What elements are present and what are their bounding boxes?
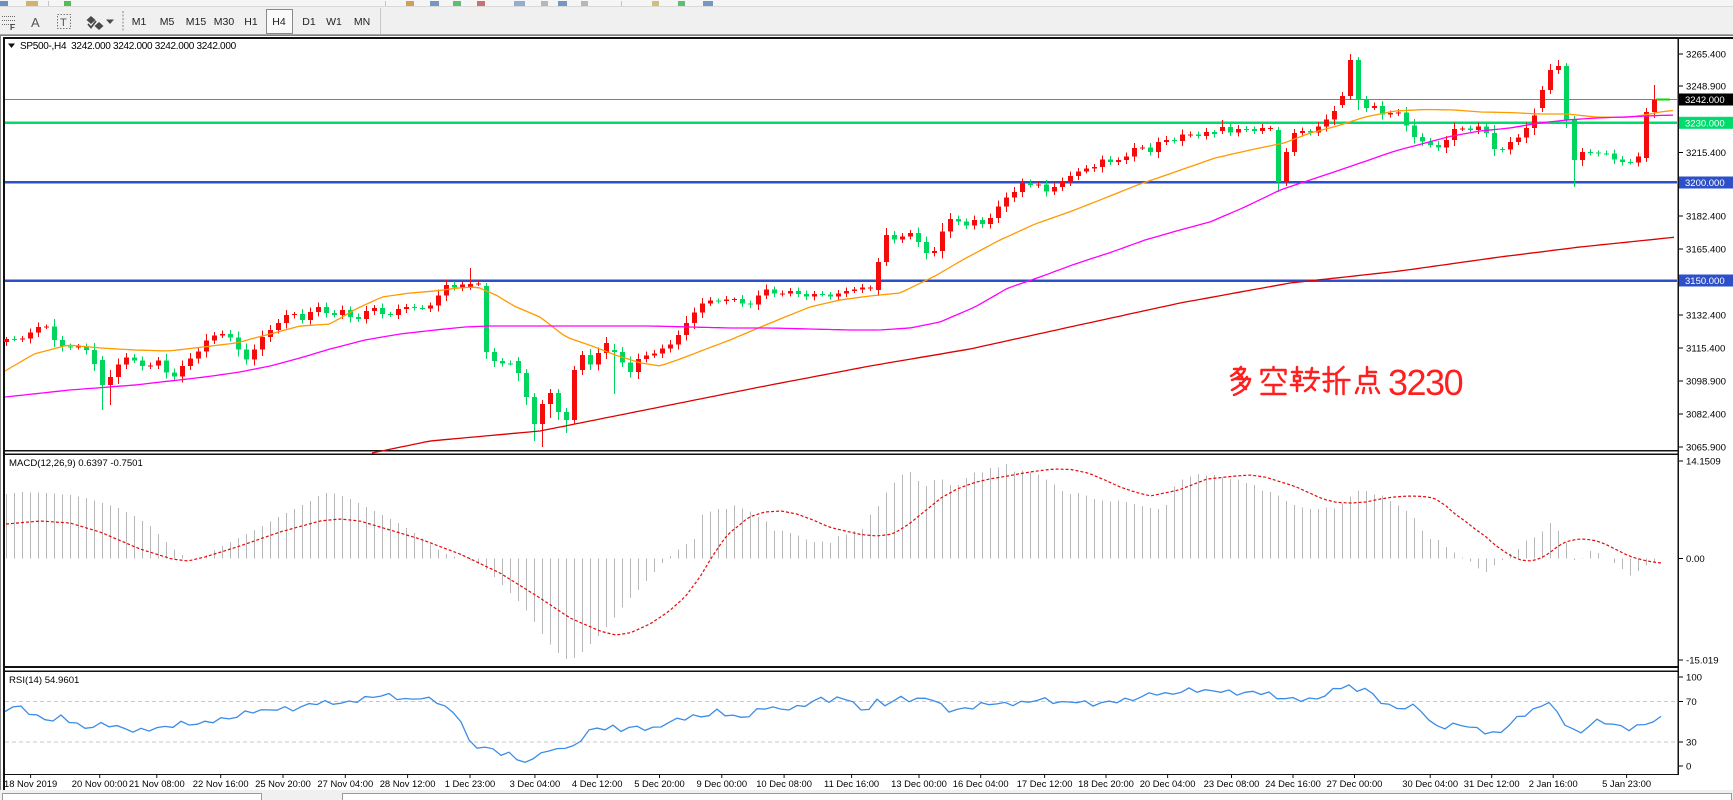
svg-text:0.00: 0.00	[1686, 554, 1705, 565]
svg-text:3150.000: 3150.000	[1685, 276, 1725, 287]
svg-text:21 Nov 08:00: 21 Nov 08:00	[129, 778, 185, 789]
svg-text:1 Dec 23:00: 1 Dec 23:00	[445, 778, 496, 789]
svg-text:RSI(14) 54.9601: RSI(14) 54.9601	[9, 675, 79, 686]
svg-text:18 Nov 2019: 18 Nov 2019	[4, 778, 57, 789]
svg-text:3230.000: 3230.000	[1685, 118, 1725, 129]
svg-text:16 Dec 04:00: 16 Dec 04:00	[953, 778, 1009, 789]
svg-text:4 Dec 12:00: 4 Dec 12:00	[572, 778, 623, 789]
svg-text:3248.900: 3248.900	[1686, 81, 1726, 92]
svg-text:3098.900: 3098.900	[1686, 376, 1726, 387]
svg-text:F: F	[10, 23, 15, 32]
svg-text:3230: 3230	[1388, 362, 1463, 403]
svg-text:H4: H4	[272, 16, 286, 28]
svg-text:24 Dec 16:00: 24 Dec 16:00	[1265, 778, 1321, 789]
svg-text:3265.400: 3265.400	[1686, 49, 1726, 60]
svg-text:27 Nov 04:00: 27 Nov 04:00	[317, 778, 373, 789]
svg-text:A: A	[31, 15, 40, 30]
svg-text:25 Nov 20:00: 25 Nov 20:00	[255, 778, 311, 789]
svg-text:18 Dec 20:00: 18 Dec 20:00	[1078, 778, 1134, 789]
svg-text:11 Dec 16:00: 11 Dec 16:00	[824, 778, 879, 789]
svg-text:13 Dec 00:00: 13 Dec 00:00	[891, 778, 947, 789]
svg-text:3082.400: 3082.400	[1686, 409, 1726, 420]
svg-text:M15: M15	[186, 16, 207, 28]
svg-text:3065.900: 3065.900	[1686, 442, 1726, 453]
svg-text:M30: M30	[214, 16, 235, 28]
svg-text:T: T	[60, 17, 67, 29]
svg-text:W1: W1	[326, 16, 342, 28]
svg-text:31 Dec 12:00: 31 Dec 12:00	[1464, 778, 1520, 789]
svg-text:3165.400: 3165.400	[1686, 244, 1726, 255]
svg-text:20 Nov 00:00: 20 Nov 00:00	[72, 778, 128, 789]
svg-text:2 Jan 16:00: 2 Jan 16:00	[1529, 778, 1578, 789]
svg-text:3200.000: 3200.000	[1685, 178, 1725, 189]
svg-text:23 Dec 08:00: 23 Dec 08:00	[1204, 778, 1260, 789]
svg-text:30: 30	[1686, 737, 1697, 748]
svg-text:27 Dec 00:00: 27 Dec 00:00	[1327, 778, 1383, 789]
svg-text:3132.400: 3132.400	[1686, 310, 1726, 321]
svg-text:-15.019: -15.019	[1686, 655, 1719, 666]
svg-text:28 Nov 12:00: 28 Nov 12:00	[380, 778, 436, 789]
svg-text:14.1509: 14.1509	[1686, 456, 1721, 467]
svg-text:0: 0	[1686, 761, 1691, 772]
svg-text:MACD(12,26,9) 0.6397 -0.7501: MACD(12,26,9) 0.6397 -0.7501	[9, 458, 143, 469]
svg-text:3 Dec 04:00: 3 Dec 04:00	[510, 778, 561, 789]
svg-text:100: 100	[1686, 672, 1702, 683]
svg-text:H1: H1	[244, 16, 258, 28]
svg-text:3115.400: 3115.400	[1686, 343, 1725, 354]
svg-text:M5: M5	[160, 16, 175, 28]
svg-text:5 Jan 23:00: 5 Jan 23:00	[1602, 778, 1651, 789]
svg-text:10 Dec 08:00: 10 Dec 08:00	[756, 778, 812, 789]
svg-text:3215.400: 3215.400	[1686, 148, 1726, 159]
svg-text:MN: MN	[354, 16, 370, 28]
svg-text:3182.400: 3182.400	[1686, 211, 1726, 222]
svg-text:9 Dec 00:00: 9 Dec 00:00	[697, 778, 748, 789]
svg-text:17 Dec 12:00: 17 Dec 12:00	[1017, 778, 1073, 789]
svg-text:20 Dec 04:00: 20 Dec 04:00	[1140, 778, 1196, 789]
svg-text:30 Dec 04:00: 30 Dec 04:00	[1402, 778, 1458, 789]
svg-text:5 Dec 20:00: 5 Dec 20:00	[634, 778, 685, 789]
svg-text:SP500-,H4 3242.000 3242.000 3: SP500-,H4 3242.000 3242.000 3242.000 324…	[20, 41, 237, 52]
svg-text:D1: D1	[302, 16, 316, 28]
svg-text:22 Nov 16:00: 22 Nov 16:00	[193, 778, 249, 789]
svg-text:70: 70	[1686, 697, 1697, 708]
svg-text:3242.000: 3242.000	[1685, 95, 1725, 106]
svg-text:M1: M1	[132, 16, 147, 28]
